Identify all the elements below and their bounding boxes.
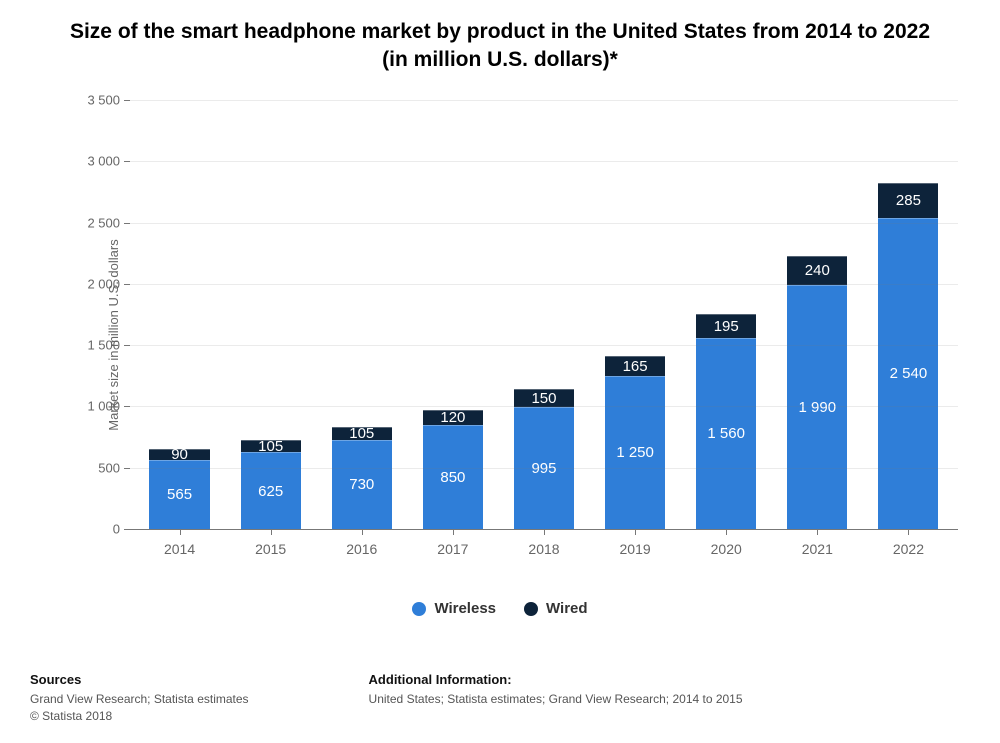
bar-stack: 2 540285	[878, 100, 938, 529]
bar-stack: 1 560195	[696, 100, 756, 529]
sources-heading: Sources	[30, 671, 249, 689]
chart-container: Size of the smart headphone market by pr…	[0, 0, 1000, 743]
bar-segment: 2 540	[878, 218, 938, 529]
bar-segment: 195	[696, 314, 756, 338]
bar-stack: 730105	[332, 100, 392, 529]
bar-segment: 730	[332, 440, 392, 529]
chart-title: Size of the smart headphone market by pr…	[0, 0, 1000, 75]
additional-text: United States; Statista estimates; Grand…	[369, 691, 743, 708]
footer-sources: Sources Grand View Research; Statista es…	[30, 671, 249, 725]
legend-label: Wireless	[434, 600, 496, 617]
bar-group: 9951502018	[498, 100, 589, 529]
y-tick-label: 0	[60, 522, 120, 537]
bar-stack: 995150	[514, 100, 574, 529]
legend-swatch	[412, 602, 426, 616]
additional-heading: Additional Information:	[369, 671, 743, 689]
bars-area: 5659020146251052015730105201685012020179…	[130, 100, 958, 529]
x-tick-label: 2021	[772, 529, 863, 557]
y-tick-label: 500	[60, 460, 120, 475]
bar-segment: 105	[332, 427, 392, 440]
x-tick-label: 2017	[407, 529, 498, 557]
x-tick-label: 2020	[681, 529, 772, 557]
bar-stack: 850120	[423, 100, 483, 529]
bar-segment: 1 250	[605, 376, 665, 529]
bar-segment: 240	[787, 256, 847, 285]
bar-segment: 90	[149, 449, 209, 460]
bar-group: 7301052016	[316, 100, 407, 529]
bar-segment: 120	[423, 410, 483, 425]
legend: Wireless Wired	[0, 600, 1000, 620]
y-tick-label: 3 500	[60, 93, 120, 108]
bar-stack: 625105	[241, 100, 301, 529]
x-tick-label: 2022	[863, 529, 954, 557]
copyright: © Statista 2018	[30, 708, 249, 725]
legend-item: Wireless	[412, 600, 496, 617]
bar-stack: 1 990240	[787, 100, 847, 529]
x-tick-label: 2019	[590, 529, 681, 557]
chart-area: Market size in million U.S. dollars 5659…	[68, 100, 968, 570]
bar-segment: 165	[605, 356, 665, 376]
bar-group: 6251052015	[225, 100, 316, 529]
bar-segment: 285	[878, 183, 938, 218]
bar-group: 1 2501652019	[590, 100, 681, 529]
legend-item: Wired	[524, 600, 588, 617]
y-tick-label: 1 000	[60, 399, 120, 414]
bar-stack: 56590	[149, 100, 209, 529]
bar-stack: 1 250165	[605, 100, 665, 529]
bar-group: 2 5402852022	[863, 100, 954, 529]
bar-segment: 625	[241, 452, 301, 529]
footer-additional: Additional Information: United States; S…	[369, 671, 743, 725]
bar-segment: 565	[149, 460, 209, 529]
bar-segment: 850	[423, 425, 483, 529]
bar-group: 1 9902402021	[772, 100, 863, 529]
footer: Sources Grand View Research; Statista es…	[30, 671, 970, 725]
bar-group: 565902014	[134, 100, 225, 529]
x-tick-label: 2016	[316, 529, 407, 557]
x-tick-label: 2018	[498, 529, 589, 557]
bar-group: 8501202017	[407, 100, 498, 529]
y-tick-label: 2 000	[60, 276, 120, 291]
bar-segment: 150	[514, 389, 574, 407]
legend-label: Wired	[546, 600, 588, 617]
bar-segment: 105	[241, 440, 301, 453]
y-tick-label: 2 500	[60, 215, 120, 230]
y-tick-label: 3 000	[60, 154, 120, 169]
sources-text: Grand View Research; Statista estimates	[30, 691, 249, 708]
plot-area: 5659020146251052015730105201685012020179…	[130, 100, 958, 530]
bar-group: 1 5601952020	[681, 100, 772, 529]
y-tick-label: 1 500	[60, 338, 120, 353]
bar-segment: 1 560	[696, 338, 756, 529]
x-tick-label: 2015	[225, 529, 316, 557]
x-tick-label: 2014	[134, 529, 225, 557]
legend-swatch	[524, 602, 538, 616]
